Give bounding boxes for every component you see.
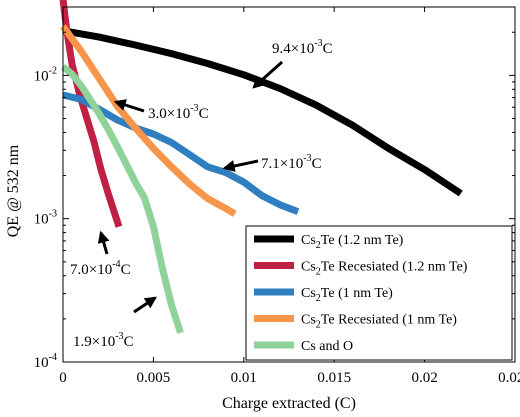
x-axis-label: Charge extracted (C) (222, 395, 356, 412)
y-axis-label: QE @ 532 nm (5, 144, 22, 237)
annotation-label-1: 3.0×10-3C (148, 103, 209, 122)
x-tick-label-1: 0.005 (137, 370, 171, 386)
annotation-arrow-2 (222, 159, 259, 172)
legend-label-4: Cs and O (301, 339, 353, 354)
annotation-layer: 9.4×10-3C 3.0×10-3C 7.1×10-3C 7.0×10-4C 1.9×… (70, 38, 333, 350)
series-line-2 (62, 91, 300, 215)
axes-layer: 0 0.005 0.01 0.015 0.02 0.025 10-4 10-3 10-2 (34, 6, 520, 386)
annotation-arrow-3 (97, 230, 110, 255)
series-line-4 (60, 63, 184, 334)
x-tick-label-5: 0.025 (498, 370, 520, 386)
y-tick-label-2: 10-2 (34, 65, 57, 84)
series-line-3 (60, 24, 237, 217)
annotation-arrow-4 (133, 296, 157, 314)
legend-label-0: Cs2Te (1.2 nm Te) (301, 233, 404, 251)
y-tick-label-1: 10-3 (34, 209, 57, 228)
legend: Cs2Te (1.2 nm Te) Cs2Te Recesiated (1.2 n… (245, 225, 513, 361)
annotation-arrow-1 (113, 99, 145, 113)
legend-label-3: Cs2Te Recesiated (1 nm Te) (301, 313, 457, 331)
x-tick-label-2: 0.01 (231, 370, 257, 386)
annotation-label-3: 7.0×10-4C (70, 259, 131, 278)
plot-frame (62, 6, 516, 363)
y-tick-label-0: 10-4 (34, 352, 57, 371)
x-tick-label-3: 0.015 (317, 370, 351, 386)
annotation-label-4: 1.9×10-3C (73, 331, 134, 350)
x-tick-label-0: 0 (59, 370, 67, 386)
annotation-label-0: 9.4×10-3C (272, 38, 333, 57)
legend-label-1: Cs2Te Recesiated (1.2 nm Te) (301, 260, 468, 278)
x-tick-label-4: 0.02 (411, 370, 437, 386)
legend-label-2: Cs2Te (1 nm Te) (301, 286, 393, 304)
annotation-arrow-0 (252, 60, 283, 89)
series-line-1 (59, 0, 123, 228)
annotation-label-2: 7.1×10-3C (261, 153, 322, 172)
